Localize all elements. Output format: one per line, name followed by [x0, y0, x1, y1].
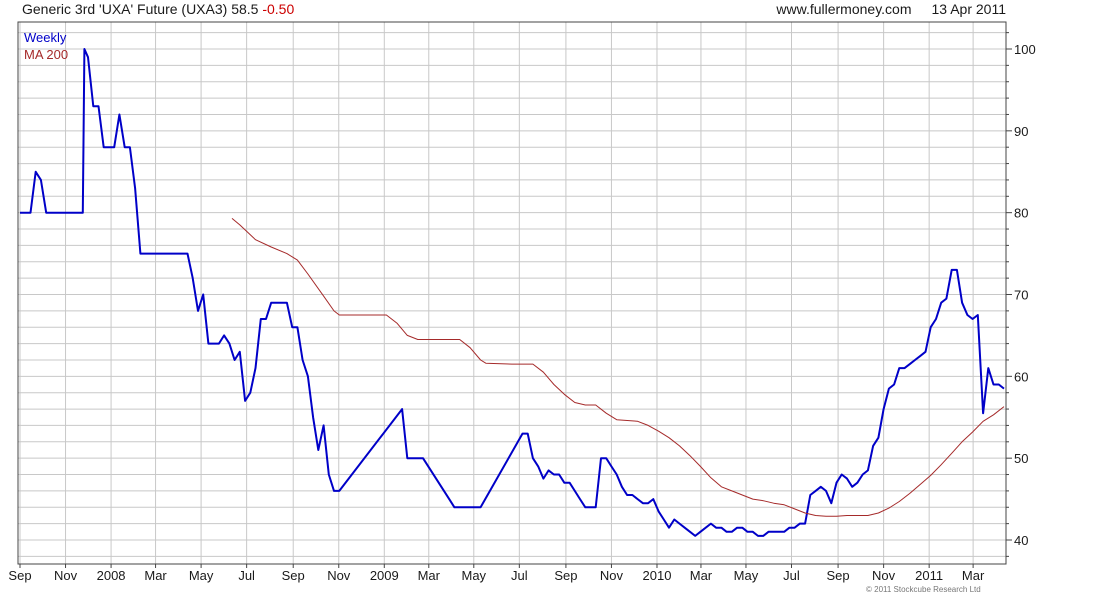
x-tick-label: 2010	[643, 568, 672, 583]
y-tick-label: 60	[1014, 369, 1028, 384]
x-tick-label: Nov	[327, 568, 351, 583]
copyright-footer: © 2011 Stockcube Research Ltd	[866, 585, 981, 594]
last-price: 58.5	[231, 1, 259, 17]
legend-weekly: Weekly	[24, 30, 67, 45]
x-tick-label: Sep	[282, 568, 305, 583]
y-tick-label: 100	[1014, 42, 1036, 57]
chart-title: Generic 3rd 'UXA' Future (UXA3) 58.5 -0.…	[22, 1, 294, 17]
y-tick-label: 80	[1014, 206, 1028, 221]
legend-ma200: MA 200	[24, 47, 68, 62]
x-tick-label: Mar	[144, 568, 167, 583]
y-tick-label: 50	[1014, 451, 1028, 466]
legend: Weekly MA 200	[24, 30, 68, 62]
x-tick-label: Jul	[511, 568, 528, 583]
instrument-name: Generic 3rd 'UXA' Future (UXA3)	[22, 1, 228, 17]
weekly-price-line	[20, 48, 1005, 537]
x-axis: Sep Nov 2008 Mar May Jul Sep Nov 2009 Mar May Jul Se…	[8, 564, 985, 583]
x-tick-label: May	[734, 568, 759, 583]
site-link[interactable]: www.fullermoney.com	[776, 1, 912, 17]
x-tick-label: 2011	[915, 568, 943, 583]
x-tick-label: Jul	[783, 568, 800, 583]
x-tick-label: Mar	[418, 568, 441, 583]
x-tick-label: Mar	[690, 568, 713, 583]
x-tick-label: Sep	[8, 568, 31, 583]
x-tick-label: Sep	[827, 568, 850, 583]
series-layer	[20, 48, 1005, 537]
x-tick-label: May	[462, 568, 487, 583]
x-tick-label: Nov	[600, 568, 624, 583]
grid-lines	[18, 22, 1006, 564]
x-tick-label: Jul	[238, 568, 255, 583]
y-tick-label: 40	[1014, 533, 1028, 548]
x-tick-label: Sep	[554, 568, 577, 583]
x-tick-label: May	[189, 568, 214, 583]
x-tick-label: Nov	[54, 568, 78, 583]
price-change: -0.50	[262, 1, 295, 17]
x-tick-label: 2008	[97, 568, 126, 583]
x-tick-label: Mar	[962, 568, 985, 583]
ma200-line	[231, 218, 1005, 517]
y-tick-label: 70	[1014, 288, 1028, 303]
chart-date: 13 Apr 2011	[931, 1, 1006, 17]
plot-frame	[17, 21, 1007, 565]
y-tick-label: 90	[1014, 124, 1028, 139]
x-tick-label: Nov	[872, 568, 896, 583]
y-axis: 40 50 60 70 80 90 100	[1006, 32, 1036, 557]
x-tick-label: 2009	[370, 568, 399, 583]
header-right: www.fullermoney.com 13 Apr 2011	[776, 1, 1006, 17]
